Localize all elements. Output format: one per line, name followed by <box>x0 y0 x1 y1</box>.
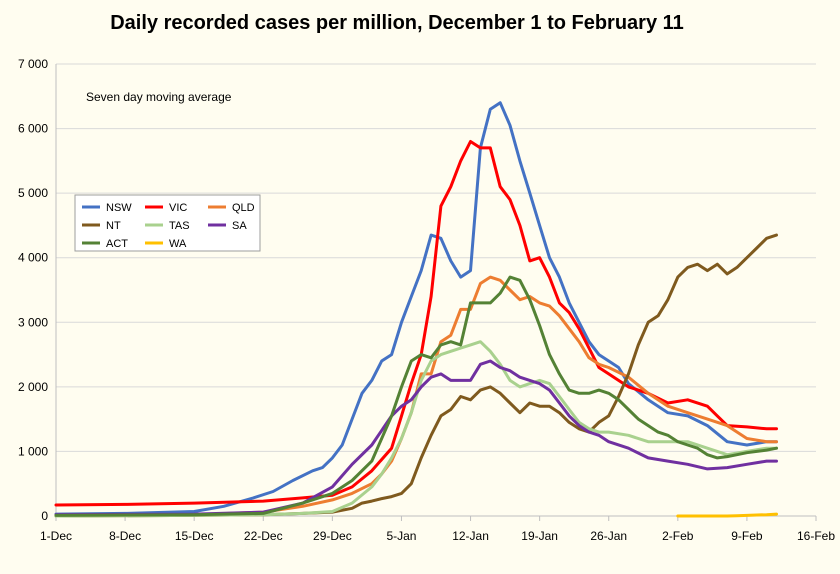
x-axis: 1-Dec 8-Dec 15-Dec 22-Dec 29-Dec 5-Jan 12-Jan 1… <box>40 516 835 543</box>
series-line-wa <box>676 512 778 518</box>
x-tick-label: 5-Jan <box>386 529 416 543</box>
annotation: Seven day moving average <box>86 90 232 104</box>
legend: NSW VIC QLD NT TAS SA ACT WA <box>74 194 261 252</box>
y-tick-label: 1 000 <box>18 444 48 458</box>
x-tick-label: 15-Dec <box>175 529 214 543</box>
legend-label-qld: QLD <box>232 202 255 214</box>
y-tick-label: 7 000 <box>18 57 48 71</box>
series-line-act <box>54 275 778 517</box>
y-tick-label: 0 <box>41 509 48 523</box>
x-tick-label: 8-Dec <box>109 529 141 543</box>
y-axis: 0 1 000 2 000 3 000 4 000 5 000 6 000 7 000 <box>18 57 48 523</box>
series-line-tas <box>54 340 778 518</box>
legend-label-nsw: NSW <box>106 202 132 214</box>
y-tick-label: 5 000 <box>18 186 48 200</box>
x-tick-label: 2-Feb <box>662 529 694 543</box>
plot-area <box>54 101 778 518</box>
y-tick-label: 4 000 <box>18 251 48 265</box>
legend-label-vic: VIC <box>169 202 187 214</box>
x-tick-label: 29-Dec <box>313 529 352 543</box>
x-tick-label: 22-Dec <box>244 529 283 543</box>
legend-label-tas: TAS <box>169 220 190 232</box>
legend-label-act: ACT <box>106 238 128 250</box>
y-tick-label: 6 000 <box>18 122 48 136</box>
series-line-vic <box>54 140 778 507</box>
series-line-nsw <box>54 101 778 516</box>
x-tick-label: 9-Feb <box>731 529 763 543</box>
x-tick-label: 16-Feb <box>797 529 835 543</box>
grid <box>55 63 816 517</box>
series-line-sa <box>54 359 778 517</box>
x-tick-label: 12-Jan <box>452 529 489 543</box>
x-tick-label: 19-Jan <box>521 529 558 543</box>
legend-label-wa: WA <box>169 238 187 250</box>
y-tick-label: 3 000 <box>18 315 48 329</box>
chart-title: Daily recorded cases per million, Decemb… <box>110 12 684 34</box>
legend-label-nt: NT <box>106 220 121 232</box>
legend-label-sa: SA <box>232 220 247 232</box>
x-tick-label: 26-Jan <box>590 529 627 543</box>
x-tick-label: 1-Dec <box>40 529 72 543</box>
y-tick-label: 2 000 <box>18 380 48 394</box>
series-line-nt <box>54 233 778 518</box>
